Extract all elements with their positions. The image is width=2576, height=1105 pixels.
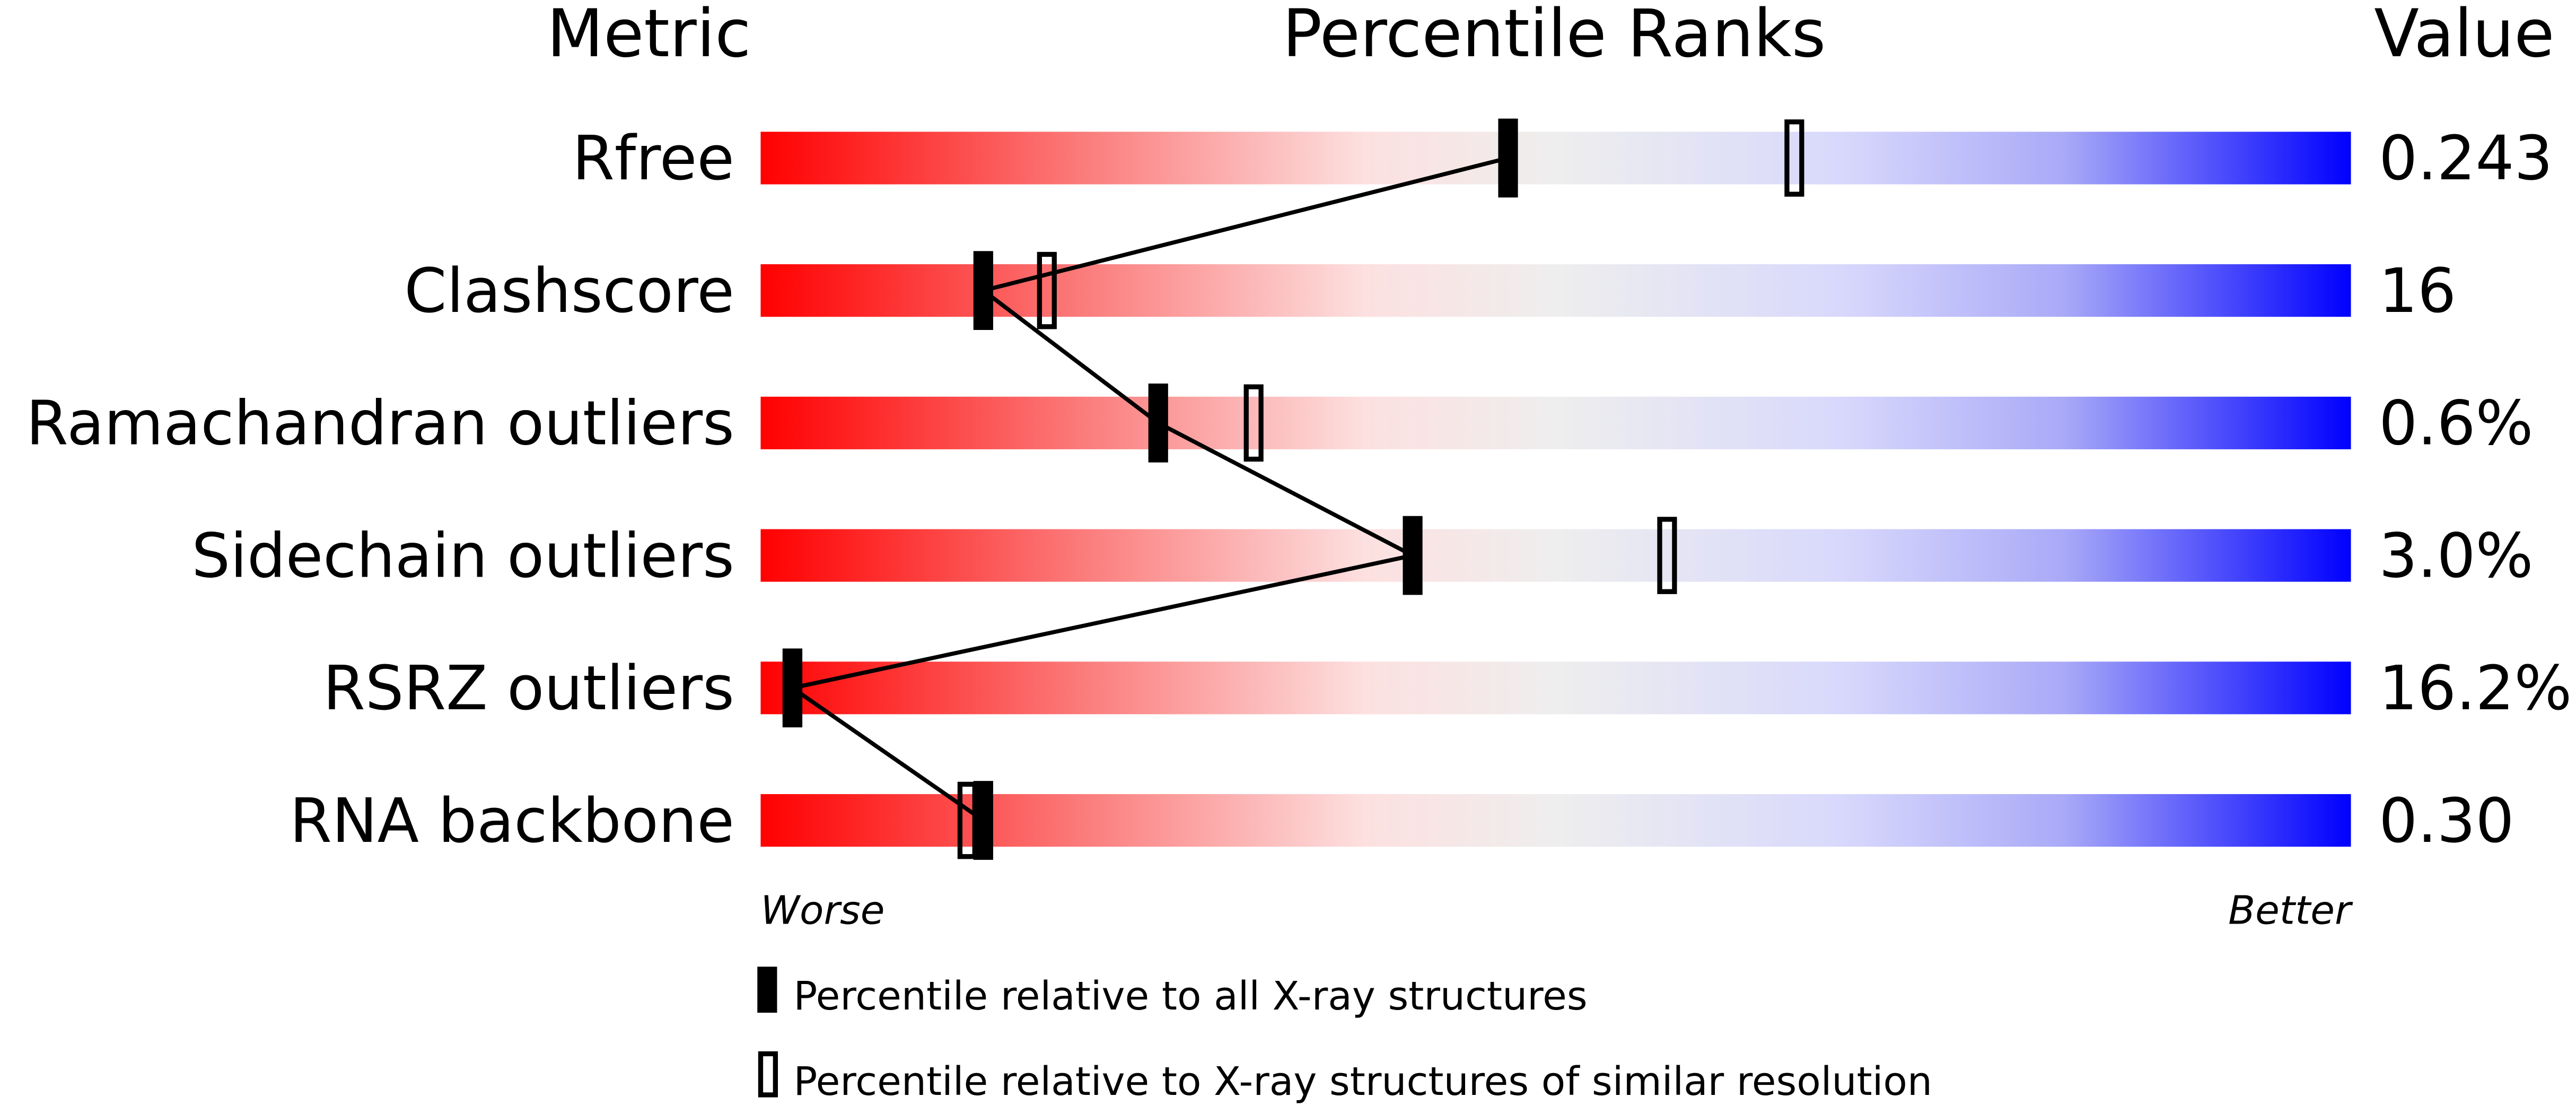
similar-resolution-marker (782, 649, 803, 727)
similar-resolution-marker (1784, 119, 1804, 197)
similar-resolution-marker (1037, 251, 1057, 329)
chart-title: Percentile Ranks (1282, 0, 1826, 72)
percentile-bar (760, 529, 2351, 582)
percentile-bar (760, 132, 2351, 185)
percentile-bar (760, 264, 2351, 317)
percentile-bar (760, 794, 2351, 847)
percentile-bar (760, 662, 2351, 715)
bars: Rfree 0.243 Clashscore 16 Ramachandran outli… (26, 124, 2572, 857)
metric-label: Sidechain outliers (191, 521, 734, 591)
all-structures-marker (1498, 118, 1518, 198)
metric-value: 0.243 (2379, 124, 2553, 194)
label-header: Metric (547, 0, 751, 72)
all-structures-marker (1403, 516, 1423, 595)
metric-value: 16 (2379, 256, 2456, 327)
all-structures-marker (973, 251, 993, 330)
metric-label: RNA backbone (290, 786, 734, 857)
markers (782, 118, 1804, 860)
metric-label: Clashscore (404, 256, 734, 327)
metric-value: 16.2% (2379, 654, 2572, 724)
worse-label: Worse (760, 888, 884, 934)
metric-label: Rfree (572, 124, 734, 194)
legend: Percentile relative to all X-ray structu… (757, 967, 1932, 1104)
similar-resolution-marker (1243, 384, 1264, 462)
legend-swatch (758, 1051, 778, 1098)
metric-label: Ramachandran outliers (26, 389, 734, 459)
value-header: Value (2374, 0, 2554, 72)
legend-label: Percentile relative to all X-ray structu… (793, 973, 1587, 1019)
metric-value: 0.30 (2379, 786, 2514, 857)
all-structures-marker (1148, 384, 1168, 463)
similar-resolution-marker (1657, 517, 1677, 594)
connector-line (787, 156, 1509, 822)
metric-value: 0.6% (2379, 389, 2533, 459)
similar-resolution-marker (957, 781, 977, 859)
connector-layer (787, 156, 1509, 822)
legend-swatch (757, 967, 777, 1013)
better-label: Better (2228, 888, 2353, 934)
percentile-bar (760, 396, 2351, 449)
metric-value: 3.0% (2379, 521, 2533, 591)
metric-label: RSRZ outliers (323, 654, 734, 724)
legend-label: Percentile relative to X-ray structures … (793, 1058, 1932, 1104)
